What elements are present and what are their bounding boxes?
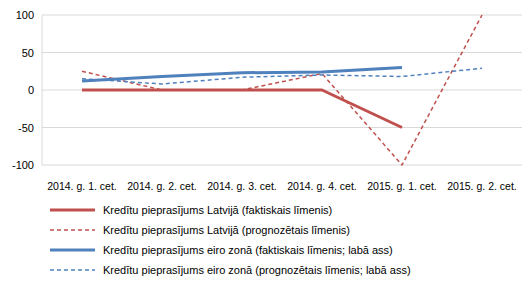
y-tick-label: 50 <box>22 47 34 59</box>
legend-swatch <box>50 269 95 271</box>
series-line <box>82 68 482 84</box>
legend-swatch <box>50 209 95 212</box>
legend-label: Kredītu pieprasījums eiro zonā (prognozē… <box>103 264 411 276</box>
x-tick-label: 2014. g. 1. cet. <box>47 180 116 192</box>
y-axis-line <box>42 15 43 165</box>
legend-label: Kredītu pieprasījums Latvijā (faktiskais… <box>103 204 332 216</box>
plot-lines <box>82 15 482 165</box>
x-tick-label: 2014. g. 3. cet. <box>207 180 276 192</box>
x-tick-label: 2014. g. 2. cet. <box>127 180 196 192</box>
series-line <box>82 90 402 128</box>
y-tick-label: 100 <box>16 9 34 21</box>
series-line <box>82 68 402 82</box>
legend-label: Kredītu pieprasījums eiro zonā (faktiska… <box>103 244 393 256</box>
grid-line <box>42 127 522 128</box>
chart-svg: -100 -50 0 50 100 2014. g. 1. cet. 2014. g. 2.… <box>0 0 528 284</box>
y-tick-label: -100 <box>12 159 34 171</box>
x-tick-label: 2014. g. 4. cet. <box>287 180 356 192</box>
grid-line <box>42 165 522 166</box>
grid-line <box>42 15 522 16</box>
legend-swatch <box>50 249 95 252</box>
y-tick-label: -50 <box>18 122 34 134</box>
x-tick-label: 2015. g. 1. cet. <box>367 180 436 192</box>
y-tick-label: 0 <box>28 84 34 96</box>
grid-line <box>42 52 522 53</box>
series-line <box>82 15 482 165</box>
chart-container: -100 -50 0 50 100 2014. g. 1. cet. 2014. g. 2.… <box>0 0 528 284</box>
legend-label: Kredītu pieprasījums Latvijā (prognozēta… <box>103 224 350 236</box>
x-tick-label: 2015. g. 2. cet. <box>447 180 516 192</box>
legend-swatch <box>50 229 95 231</box>
